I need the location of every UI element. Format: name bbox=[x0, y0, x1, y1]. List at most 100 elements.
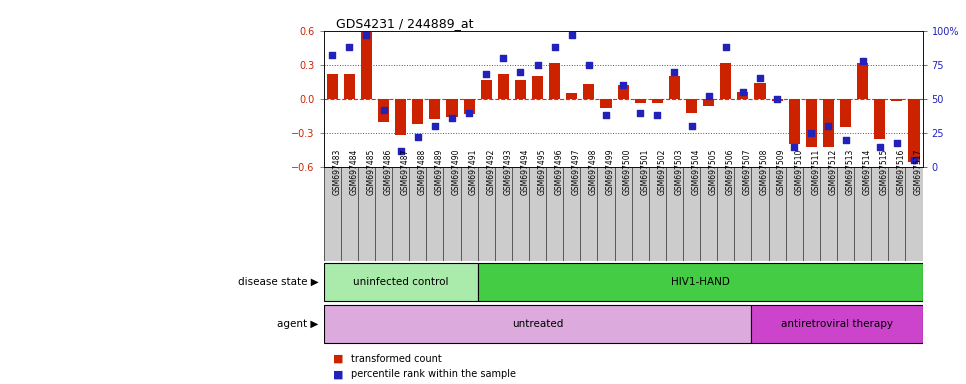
Bar bbox=[703, 99, 714, 106]
Bar bbox=[429, 99, 440, 119]
Bar bbox=[378, 99, 389, 122]
Text: untreated: untreated bbox=[512, 319, 563, 329]
Text: GSM697485: GSM697485 bbox=[366, 149, 376, 195]
Point bbox=[325, 52, 340, 58]
Bar bbox=[361, 31, 372, 99]
Text: GSM697489: GSM697489 bbox=[435, 149, 443, 195]
Text: GSM697487: GSM697487 bbox=[401, 149, 410, 195]
Bar bbox=[635, 99, 645, 103]
Text: GSM697502: GSM697502 bbox=[657, 149, 667, 195]
Text: GSM697497: GSM697497 bbox=[572, 149, 581, 195]
Text: GSM697491: GSM697491 bbox=[469, 149, 478, 195]
Point bbox=[718, 44, 733, 50]
Text: ■: ■ bbox=[333, 369, 344, 379]
Point bbox=[872, 144, 888, 150]
Point bbox=[478, 71, 494, 78]
Point bbox=[769, 96, 784, 102]
Point bbox=[598, 112, 613, 118]
Point bbox=[633, 109, 648, 116]
Text: GSM697511: GSM697511 bbox=[811, 149, 820, 195]
Bar bbox=[515, 79, 526, 99]
Bar bbox=[481, 79, 492, 99]
Bar bbox=[857, 63, 868, 99]
Text: uninfected control: uninfected control bbox=[353, 277, 448, 287]
Point bbox=[804, 130, 819, 136]
Text: ■: ■ bbox=[333, 354, 344, 364]
Bar bbox=[652, 99, 663, 103]
Bar bbox=[788, 99, 800, 144]
Text: GSM697503: GSM697503 bbox=[674, 149, 683, 195]
Text: GSM697492: GSM697492 bbox=[486, 149, 496, 195]
Text: GSM697493: GSM697493 bbox=[503, 149, 512, 195]
Point bbox=[615, 82, 631, 88]
Text: GSM697507: GSM697507 bbox=[743, 149, 752, 195]
Text: transformed count: transformed count bbox=[351, 354, 441, 364]
Point bbox=[358, 32, 374, 38]
Text: percentile rank within the sample: percentile rank within the sample bbox=[351, 369, 516, 379]
Bar bbox=[752, 306, 923, 343]
Bar bbox=[464, 99, 474, 114]
Point bbox=[513, 68, 528, 74]
Point bbox=[529, 62, 545, 68]
Point bbox=[564, 32, 580, 38]
Point bbox=[889, 139, 904, 146]
Bar bbox=[617, 85, 629, 99]
Text: GSM697486: GSM697486 bbox=[384, 149, 392, 195]
Bar bbox=[566, 93, 578, 99]
Bar bbox=[324, 306, 752, 343]
Bar bbox=[754, 83, 765, 99]
Bar bbox=[892, 99, 902, 101]
Text: GSM697500: GSM697500 bbox=[623, 149, 632, 195]
Bar bbox=[412, 99, 423, 124]
Text: GSM697499: GSM697499 bbox=[606, 149, 615, 195]
Bar bbox=[772, 99, 782, 101]
Point bbox=[701, 93, 717, 99]
Text: antiretroviral therapy: antiretroviral therapy bbox=[781, 319, 893, 329]
Text: GSM697495: GSM697495 bbox=[537, 149, 547, 195]
Point bbox=[410, 134, 425, 140]
Bar bbox=[908, 99, 920, 162]
Text: GSM697494: GSM697494 bbox=[521, 149, 529, 195]
Text: GSM697505: GSM697505 bbox=[709, 149, 718, 195]
Bar bbox=[840, 99, 851, 127]
Bar bbox=[395, 99, 406, 135]
Bar bbox=[686, 99, 697, 113]
Point bbox=[786, 144, 802, 150]
Bar bbox=[532, 76, 543, 99]
Point bbox=[838, 137, 853, 143]
Text: GSM697490: GSM697490 bbox=[452, 149, 461, 195]
Bar bbox=[446, 99, 458, 117]
Text: GSM697509: GSM697509 bbox=[777, 149, 786, 195]
Point bbox=[342, 44, 357, 50]
Bar bbox=[497, 74, 509, 99]
Point bbox=[753, 75, 768, 81]
Bar bbox=[327, 74, 338, 99]
Text: agent ▶: agent ▶ bbox=[277, 319, 319, 329]
Point bbox=[735, 89, 751, 95]
Bar bbox=[668, 76, 680, 99]
Text: GSM697508: GSM697508 bbox=[760, 149, 769, 195]
Bar bbox=[806, 99, 817, 147]
Text: GSM697488: GSM697488 bbox=[417, 149, 427, 195]
Bar bbox=[344, 74, 355, 99]
Bar bbox=[324, 263, 477, 301]
Bar bbox=[583, 84, 594, 99]
Text: GSM697515: GSM697515 bbox=[880, 149, 889, 195]
Text: GSM697501: GSM697501 bbox=[640, 149, 649, 195]
Point bbox=[684, 123, 699, 129]
Point bbox=[649, 112, 665, 118]
Point bbox=[427, 123, 442, 129]
Text: GSM697513: GSM697513 bbox=[845, 149, 855, 195]
Point bbox=[821, 123, 837, 129]
Point bbox=[462, 109, 477, 116]
Point bbox=[376, 107, 391, 113]
Text: GDS4231 / 244889_at: GDS4231 / 244889_at bbox=[335, 17, 473, 30]
Text: HIV1-HAND: HIV1-HAND bbox=[670, 277, 729, 287]
Point bbox=[906, 157, 922, 163]
Bar bbox=[601, 99, 611, 108]
Text: GSM697514: GSM697514 bbox=[863, 149, 871, 195]
Text: GSM697516: GSM697516 bbox=[896, 149, 906, 195]
Text: GSM697512: GSM697512 bbox=[829, 149, 838, 195]
Text: GSM697517: GSM697517 bbox=[914, 149, 923, 195]
Point bbox=[582, 62, 597, 68]
